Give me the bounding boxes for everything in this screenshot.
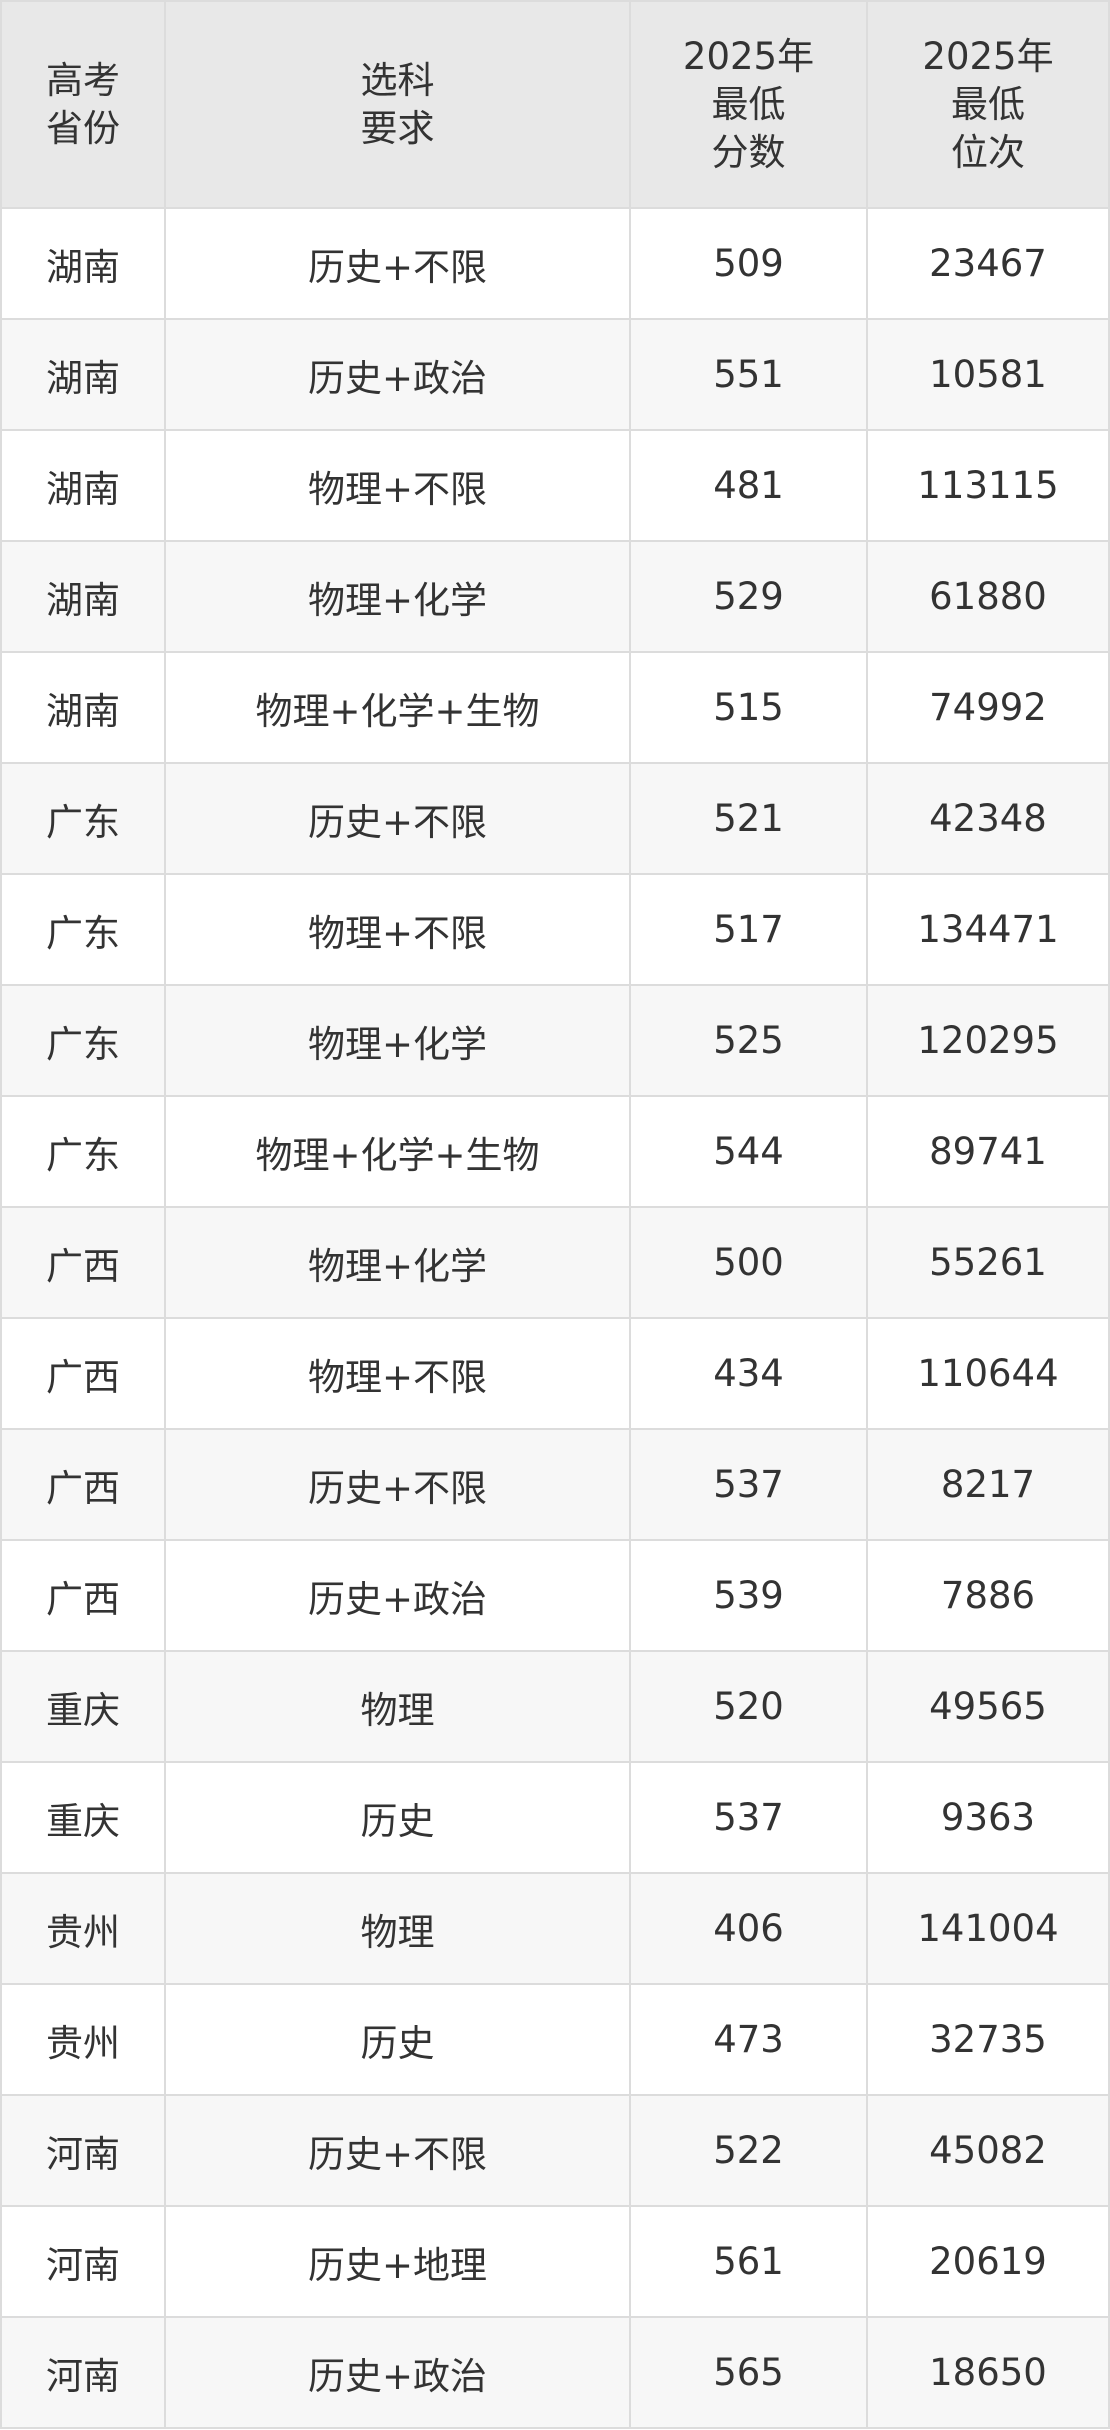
table-cell: 89741 [868,1097,1110,1208]
table-cell: 物理 [166,1874,631,1985]
table-cell: 23467 [868,209,1110,320]
header-line: 2025年 [682,34,815,78]
table-cell: 物理+化学 [166,986,631,1097]
table-cell: 7886 [868,1541,1110,1652]
table-cell: 544 [631,1097,868,1208]
table-cell: 重庆 [0,1652,166,1763]
table-cell: 55261 [868,1208,1110,1319]
table-cell: 物理+化学 [166,542,631,653]
header-cell: 高考 省份 [0,0,166,209]
table-cell: 8217 [868,1430,1110,1541]
table-cell: 529 [631,542,868,653]
table-cell: 湖南 [0,542,166,653]
table-cell: 10581 [868,320,1110,431]
table-cell: 110644 [868,1319,1110,1430]
table-cell: 406 [631,1874,868,1985]
header-line: 高考 [46,58,120,102]
table-cell: 551 [631,320,868,431]
table-cell: 525 [631,986,868,1097]
table-cell: 473 [631,1985,868,2096]
header-line: 最低 [711,82,786,126]
table-cell: 物理+化学+生物 [166,653,631,764]
header-cell: 选科 要求 [166,0,631,209]
table-cell: 522 [631,2096,868,2207]
table-cell: 湖南 [0,653,166,764]
table-cell: 61880 [868,542,1110,653]
table-cell: 历史+地理 [166,2207,631,2318]
table-cell: 20619 [868,2207,1110,2318]
table-cell: 湖南 [0,320,166,431]
table-cell: 500 [631,1208,868,1319]
table-cell: 历史+不限 [166,209,631,320]
table-cell: 521 [631,764,868,875]
table-cell: 物理 [166,1652,631,1763]
table-cell: 539 [631,1541,868,1652]
table-cell: 18650 [868,2318,1110,2429]
table-cell: 9363 [868,1763,1110,1874]
header-line: 分数 [711,130,786,174]
table-cell: 515 [631,653,868,764]
table-cell: 广西 [0,1430,166,1541]
table-cell: 广东 [0,986,166,1097]
table-cell: 537 [631,1430,868,1541]
table-cell: 74992 [868,653,1110,764]
table-cell: 广西 [0,1319,166,1430]
table-cell: 32735 [868,1985,1110,2096]
table-cell: 历史 [166,1763,631,1874]
table-cell: 广东 [0,764,166,875]
table-cell: 历史+不限 [166,2096,631,2207]
table-cell: 湖南 [0,209,166,320]
table-cell: 561 [631,2207,868,2318]
header-cell: 2025年 最低 位次 [868,0,1110,209]
table-cell: 河南 [0,2318,166,2429]
table-cell: 广西 [0,1541,166,1652]
header-line: 省份 [46,106,120,150]
table-cell: 520 [631,1652,868,1763]
table-cell: 物理+不限 [166,431,631,542]
table-cell: 509 [631,209,868,320]
table-cell: 河南 [0,2096,166,2207]
table-cell: 广东 [0,1097,166,1208]
table-cell: 481 [631,431,868,542]
header-line: 要求 [360,106,435,150]
table-cell: 历史+不限 [166,764,631,875]
table-cell: 广西 [0,1208,166,1319]
table-cell: 物理+不限 [166,875,631,986]
table-cell: 历史+不限 [166,1430,631,1541]
table-cell: 134471 [868,875,1110,986]
header-line: 位次 [951,130,1025,174]
table-cell: 45082 [868,2096,1110,2207]
table-cell: 河南 [0,2207,166,2318]
table-cell: 湖南 [0,431,166,542]
header-cell: 2025年 最低 分数 [631,0,868,209]
table-cell: 贵州 [0,1874,166,1985]
table-cell: 历史+政治 [166,320,631,431]
table-cell: 历史+政治 [166,2318,631,2429]
table-cell: 120295 [868,986,1110,1097]
table-cell: 141004 [868,1874,1110,1985]
table-cell: 贵州 [0,1985,166,2096]
table-cell: 物理+不限 [166,1319,631,1430]
table-cell: 物理+化学 [166,1208,631,1319]
header-line: 2025年 [922,34,1054,78]
table-cell: 重庆 [0,1763,166,1874]
table-cell: 广东 [0,875,166,986]
table-cell: 517 [631,875,868,986]
table-cell: 物理+化学+生物 [166,1097,631,1208]
header-line: 最低 [951,82,1025,126]
table-cell: 历史 [166,1985,631,2096]
table-cell: 49565 [868,1652,1110,1763]
table-cell: 113115 [868,431,1110,542]
table-cell: 42348 [868,764,1110,875]
table-cell: 历史+政治 [166,1541,631,1652]
table-cell: 537 [631,1763,868,1874]
table-cell: 434 [631,1319,868,1430]
header-line: 选科 [360,58,435,102]
table-cell: 565 [631,2318,868,2429]
